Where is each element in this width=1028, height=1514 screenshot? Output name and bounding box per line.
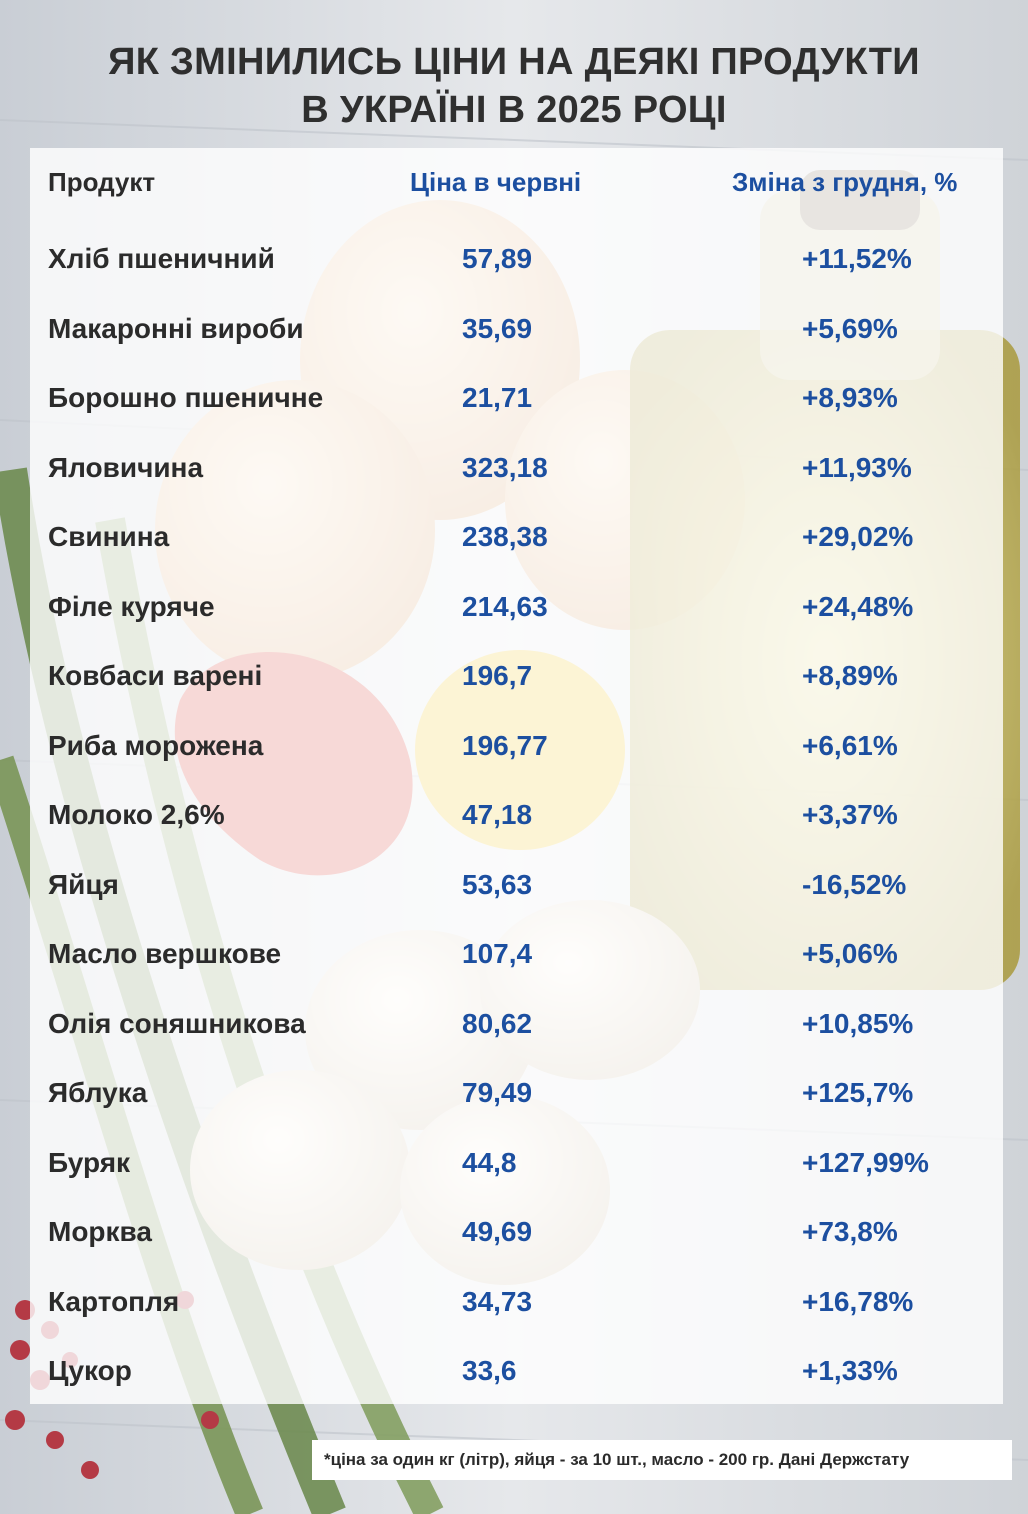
price-value: 238,38 [462, 521, 548, 552]
table-row: Молоко 2,6% 47,18 +3,37% [0, 795, 1028, 835]
change-value: +16,78% [802, 1286, 914, 1317]
price-value: 34,73 [462, 1286, 533, 1317]
change-value: +8,89% [802, 660, 898, 691]
product-name: Молоко 2,6% [48, 799, 225, 830]
table-row: Філе куряче 214,63 +24,48% [0, 587, 1028, 627]
product-name: Олія соняшникова [48, 1008, 306, 1039]
table-row: Ковбаси варені 196,7 +8,89% [0, 656, 1028, 696]
column-header-price: Ціна в червні [410, 167, 582, 197]
product-name: Хліб пшеничний [48, 243, 275, 274]
change-value: +24,48% [802, 591, 914, 622]
table-row: Яловичина 323,18 +11,93% [0, 448, 1028, 488]
price-value: 57,89 [462, 243, 533, 274]
product-name: Яйця [48, 869, 119, 900]
product-name: Свинина [48, 521, 170, 552]
change-value: +29,02% [802, 521, 914, 552]
price-value: 214,63 [462, 591, 548, 622]
footnote: *ціна за один кг (літр), яйця - за 10 шт… [312, 1440, 1012, 1480]
price-value: 323,18 [462, 452, 548, 483]
column-header-product: Продукт [48, 167, 156, 197]
table-row: Яблука 79,49 +125,7% [0, 1073, 1028, 1113]
change-value: +125,7% [802, 1077, 914, 1108]
table-row: Цукор 33,6 +1,33% [0, 1351, 1028, 1391]
change-value: +1,33% [802, 1355, 898, 1386]
product-name: Філе куряче [48, 591, 215, 622]
product-name: Ковбаси варені [48, 660, 263, 691]
price-value: 196,7 [462, 660, 533, 691]
change-value: +5,69% [802, 313, 898, 344]
table-row: Борошно пшеничне 21,71 +8,93% [0, 378, 1028, 418]
page-title: ЯК ЗМІНИЛИСЬ ЦІНИ НА ДЕЯКІ ПРОДУКТИ В УК… [0, 38, 1028, 134]
table-row: Свинина 238,38 +29,02% [0, 517, 1028, 557]
price-value: 47,18 [462, 799, 533, 830]
table-row: Картопля 34,73 +16,78% [0, 1282, 1028, 1322]
price-value: 80,62 [462, 1008, 533, 1039]
product-name: Яблука [48, 1077, 148, 1108]
price-value: 107,4 [462, 938, 533, 969]
change-value: +11,93% [802, 452, 912, 483]
product-name: Картопля [48, 1286, 180, 1317]
product-name: Буряк [48, 1147, 131, 1178]
table-row: Буряк 44,8 +127,99% [0, 1143, 1028, 1183]
price-value: 21,71 [462, 382, 533, 413]
price-value: 79,49 [462, 1077, 533, 1108]
table-row: Риба морожена 196,77 +6,61% [0, 726, 1028, 766]
change-value: -16,52% [802, 869, 907, 900]
change-value: +10,85% [802, 1008, 914, 1039]
price-value: 49,69 [462, 1216, 533, 1247]
table-row: Олія соняшникова 80,62 +10,85% [0, 1004, 1028, 1044]
price-value: 33,6 [462, 1355, 517, 1386]
price-value: 196,77 [462, 730, 548, 761]
price-value: 35,69 [462, 313, 533, 344]
change-value: +5,06% [802, 938, 898, 969]
table-row: Морква 49,69 +73,8% [0, 1212, 1028, 1252]
price-value: 53,63 [462, 869, 533, 900]
product-name: Цукор [48, 1355, 132, 1386]
price-value: 44,8 [462, 1147, 517, 1178]
change-value: +127,99% [802, 1147, 929, 1178]
title-line-2: В УКРАЇНІ В 2025 РОЦІ [301, 89, 727, 131]
table-panel [30, 148, 1003, 1404]
change-value: +3,37% [802, 799, 898, 830]
change-value: +6,61% [802, 730, 898, 761]
product-name: Масло вершкове [48, 938, 282, 969]
table-row: Масло вершкове 107,4 +5,06% [0, 934, 1028, 974]
product-name: Яловичина [48, 452, 204, 483]
change-value: +8,93% [802, 382, 898, 413]
table-row: Макаронні вироби 35,69 +5,69% [0, 309, 1028, 349]
column-header-change: Зміна з грудня, % [732, 167, 958, 197]
change-value: +73,8% [802, 1216, 898, 1247]
product-name: Борошно пшеничне [48, 382, 324, 413]
change-value: +11,52% [802, 243, 912, 274]
product-name: Риба морожена [48, 730, 264, 761]
table-row: Хліб пшеничний 57,89 +11,52% [0, 239, 1028, 279]
title-line-1: ЯК ЗМІНИЛИСЬ ЦІНИ НА ДЕЯКІ ПРОДУКТИ [108, 41, 920, 83]
table-row: Яйця 53,63 -16,52% [0, 865, 1028, 905]
product-name: Морква [48, 1216, 152, 1247]
product-name: Макаронні вироби [48, 313, 304, 344]
